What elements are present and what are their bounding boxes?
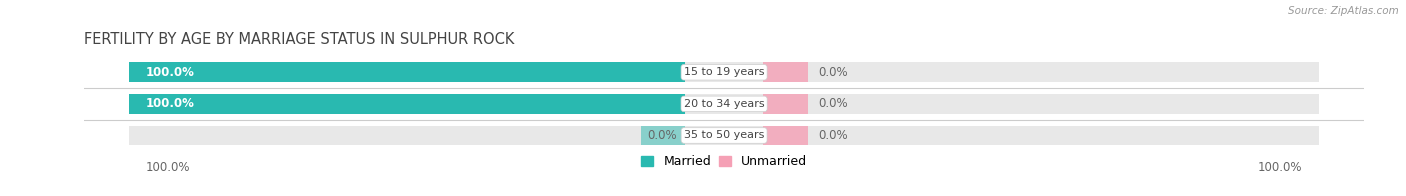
Bar	[724, 126, 1319, 145]
Bar	[129, 126, 724, 145]
Text: 15 to 19 years: 15 to 19 years	[683, 67, 765, 77]
Bar	[724, 94, 1319, 114]
Bar	[763, 126, 807, 145]
Legend: Married, Unmarried: Married, Unmarried	[641, 155, 807, 168]
Text: 0.0%: 0.0%	[818, 129, 848, 142]
Text: 35 to 50 years: 35 to 50 years	[683, 131, 765, 141]
Bar	[763, 94, 807, 114]
Bar	[641, 126, 685, 145]
Bar	[763, 63, 807, 82]
Bar	[129, 94, 724, 114]
Bar	[129, 94, 685, 114]
Bar	[724, 63, 1319, 82]
Text: 0.0%: 0.0%	[818, 97, 848, 110]
Bar	[129, 63, 724, 82]
Text: 0.0%: 0.0%	[647, 129, 676, 142]
Text: 100.0%: 100.0%	[146, 66, 194, 79]
Text: 100.0%: 100.0%	[146, 97, 194, 110]
Text: 0.0%: 0.0%	[818, 66, 848, 79]
Text: FERTILITY BY AGE BY MARRIAGE STATUS IN SULPHUR ROCK: FERTILITY BY AGE BY MARRIAGE STATUS IN S…	[84, 32, 515, 47]
Bar	[129, 63, 685, 82]
Text: 20 to 34 years: 20 to 34 years	[683, 99, 765, 109]
Text: Source: ZipAtlas.com: Source: ZipAtlas.com	[1288, 6, 1399, 16]
